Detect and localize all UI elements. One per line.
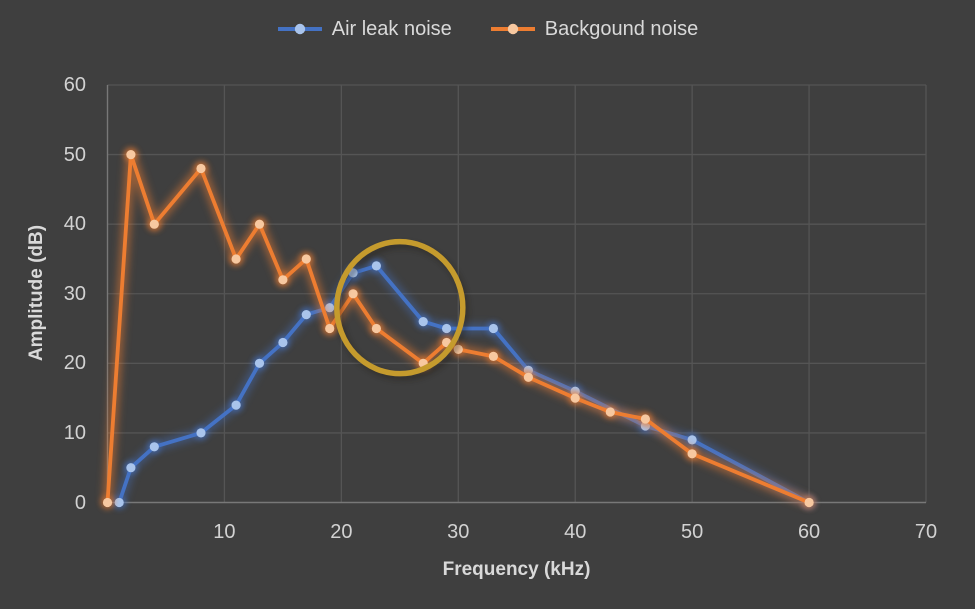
x-tick-label: 20 xyxy=(330,521,353,543)
x-tick-label: 50 xyxy=(681,521,704,543)
x-tick-label: 10 xyxy=(213,521,236,543)
legend-swatch-air-leak xyxy=(277,23,322,35)
legend-item-air-leak-noise: Air leak noise xyxy=(277,16,452,42)
y-tick-label: 60 xyxy=(63,74,86,96)
legend-label-air-leak: Air leak noise xyxy=(331,18,452,40)
x-tick-label: 40 xyxy=(564,521,587,543)
y-axis-title: Amplitude (dB) xyxy=(26,224,47,362)
y-tick-label: 20 xyxy=(63,352,86,375)
y-tick-label: 30 xyxy=(63,282,86,305)
legend-label-backgound: Backgound noise xyxy=(544,18,699,40)
x-tick-label: 70 xyxy=(914,521,938,543)
x-tick-label: 60 xyxy=(797,521,821,543)
legend-swatch-backgound xyxy=(490,23,535,35)
y-tick-label: 10 xyxy=(63,421,86,444)
y-tick-label: 0 xyxy=(74,491,86,514)
x-tick-label: 30 xyxy=(447,521,470,543)
legend: Air leak noise Backgound noise xyxy=(0,16,975,42)
x-axis-title: Frequency (kHz) xyxy=(442,559,591,580)
y-tick-label: 50 xyxy=(63,143,86,166)
y-tick-label: 40 xyxy=(63,213,86,236)
annotation-circle xyxy=(334,238,466,377)
legend-item-backgound-noise: Backgound noise xyxy=(490,16,698,42)
